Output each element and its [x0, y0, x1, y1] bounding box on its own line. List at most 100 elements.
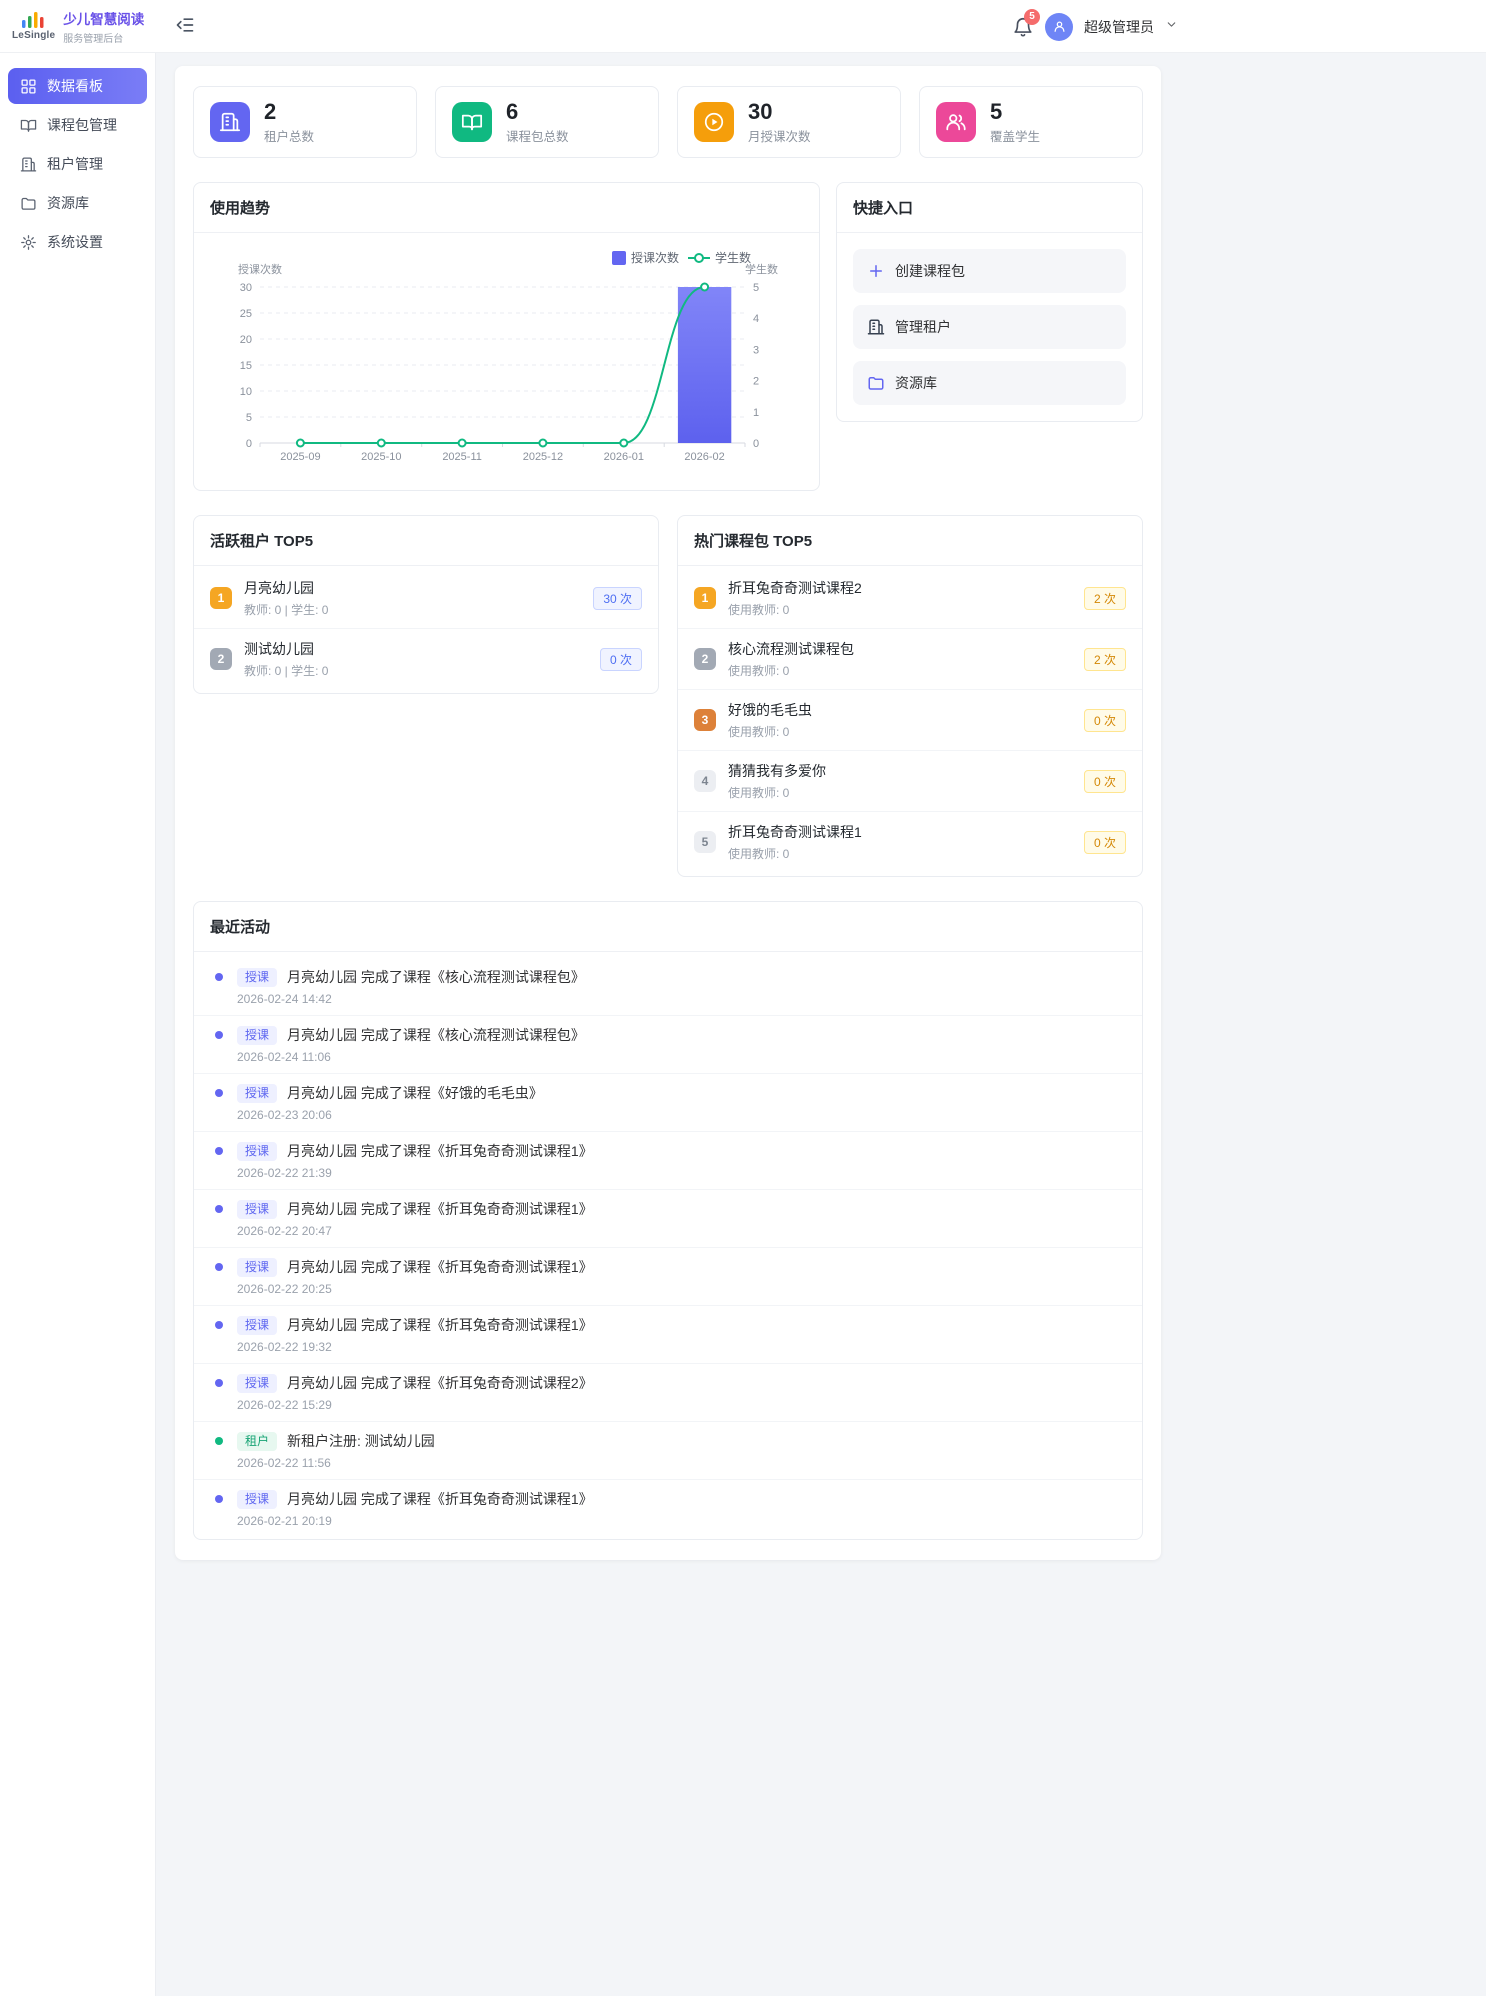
stat-label: 课程包总数: [506, 129, 569, 144]
tenant-item: 1 月亮幼儿园 教师: 0 | 学生: 0 30 次: [194, 568, 658, 629]
plus-icon: [867, 262, 885, 280]
activity-tag: 授课: [237, 967, 278, 987]
notification-bell[interactable]: 5: [1012, 8, 1040, 38]
sidebar-item-dashboard[interactable]: 数据看板: [8, 68, 147, 104]
stat-info: 6 课程包总数: [506, 99, 569, 145]
chevron-down-icon: [1167, 21, 1176, 27]
tenant-info: 测试幼儿园 教师: 0 | 学生: 0: [244, 639, 600, 679]
usage-count-badge: 0 次: [1083, 708, 1126, 732]
activity-dot: [215, 973, 223, 981]
rank-badge: 3: [694, 709, 716, 731]
activity-item: 授课 月亮幼儿园 完成了课程《折耳兔奇奇测试课程1》 2026-02-22 21…: [194, 1132, 1142, 1190]
main-area: 2 租户总数 6 课程包总数 30 月授课次数 5 覆盖学生 使用趋势 0 5 10…: [156, 53, 1486, 1996]
activity-content: 授课 月亮幼儿园 完成了课程《核心流程测试课程包》 2026-02-24 11:…: [237, 1025, 585, 1064]
activity-time: 2026-02-22 11:56: [237, 1456, 331, 1470]
activity-content: 授课 月亮幼儿园 完成了课程《好饿的毛毛虫》 2026-02-23 20:06: [237, 1083, 543, 1122]
activity-tag: 授课: [237, 1489, 278, 1509]
activity-content: 授课 月亮幼儿园 完成了课程《折耳兔奇奇测试课程1》 2026-02-22 21…: [237, 1141, 593, 1180]
activity-time: 2026-02-22 19:32: [237, 1340, 332, 1354]
svg-text:25: 25: [240, 308, 252, 320]
package-info: 核心流程测试课程包 使用教师: 0: [728, 639, 1084, 679]
svg-text:10: 10: [240, 386, 252, 398]
sidebar-item-label: 系统设置: [47, 234, 103, 250]
activity-dot: [215, 1031, 223, 1039]
svg-text:授课次数: 授课次数: [631, 250, 679, 265]
svg-text:2: 2: [753, 376, 759, 388]
svg-text:0: 0: [753, 438, 759, 450]
tenant-name: 月亮幼儿园: [244, 580, 314, 596]
stats-row: 2 租户总数 6 课程包总数 30 月授课次数 5 覆盖学生: [193, 86, 1143, 158]
usage-count-badge: 0 次: [1083, 830, 1126, 854]
activity-text: 月亮幼儿园 完成了课程《核心流程测试课程包》: [287, 1027, 585, 1043]
svg-text:5: 5: [753, 282, 759, 294]
package-meta: 使用教师: 0: [728, 603, 790, 617]
quick-entry-panel: 快捷入口 创建课程包 管理租户 资源库: [836, 182, 1143, 422]
recent-activity-panel: 最近活动 授课 月亮幼儿园 完成了课程《核心流程测试课程包》 2026-02-2…: [193, 901, 1143, 1540]
svg-text:30: 30: [240, 282, 252, 294]
rank-badge: 4: [694, 770, 716, 792]
stat-card-tenants: 2 租户总数: [193, 86, 417, 158]
svg-text:15: 15: [240, 360, 252, 372]
activity-line: 租户 新租户注册: 测试幼儿园: [237, 1431, 435, 1451]
activity-tag: 授课: [237, 1199, 278, 1219]
activity-line: 授课 月亮幼儿园 完成了课程《折耳兔奇奇测试课程1》: [237, 1141, 593, 1161]
activity-tag: 授课: [237, 1141, 278, 1161]
sidebar-collapse-button[interactable]: [175, 15, 197, 37]
stat-card-students: 5 覆盖学生: [919, 86, 1143, 158]
user-menu-toggle[interactable]: [1165, 18, 1178, 36]
active-tenants-list: 1 月亮幼儿园 教师: 0 | 学生: 0 30 次 2 测试幼儿园 教师: 0…: [194, 566, 658, 693]
svg-text:2025-12: 2025-12: [523, 451, 563, 463]
quick-entry-manage-tenants[interactable]: 管理租户: [853, 305, 1126, 349]
sidebar-menu: 数据看板 课程包管理 租户管理 资源库 系统设置: [0, 68, 155, 260]
building-icon: [20, 156, 37, 173]
package-name: 折耳兔奇奇测试课程2: [728, 580, 862, 596]
sidebar-item-settings[interactable]: 系统设置: [8, 224, 147, 260]
avatar[interactable]: [1045, 12, 1073, 41]
package-name: 折耳兔奇奇测试课程1: [728, 824, 862, 840]
sidebar-item-tenants[interactable]: 租户管理: [8, 146, 147, 182]
activity-dot: [215, 1263, 223, 1271]
svg-text:2025-11: 2025-11: [442, 451, 482, 463]
activity-text: 新租户注册: 测试幼儿园: [287, 1433, 435, 1449]
stat-card-monthly-lessons: 30 月授课次数: [677, 86, 901, 158]
line-marker: [538, 438, 548, 448]
activity-item: 授课 月亮幼儿园 完成了课程《折耳兔奇奇测试课程1》 2026-02-21 20…: [194, 1480, 1142, 1537]
tenant-name: 测试幼儿园: [244, 641, 314, 657]
activity-text: 月亮幼儿园 完成了课程《折耳兔奇奇测试课程1》: [287, 1201, 593, 1217]
activity-tag: 授课: [237, 1315, 278, 1335]
rank-badge: 1: [694, 587, 716, 609]
sidebar-item-resources[interactable]: 资源库: [8, 185, 147, 221]
activity-item: 授课 月亮幼儿园 完成了课程《核心流程测试课程包》 2026-02-24 14:…: [194, 958, 1142, 1016]
package-meta: 使用教师: 0: [728, 847, 790, 861]
activity-tag: 租户: [237, 1431, 278, 1451]
active-tenants-title: 活跃租户 TOP5: [194, 516, 658, 566]
brand: LeSingle 少儿智慧阅读 服务管理后台: [0, 8, 156, 45]
activity-tag: 授课: [237, 1025, 278, 1045]
activity-line: 授课 月亮幼儿园 完成了课程《折耳兔奇奇测试课程1》: [237, 1315, 593, 1335]
chart-legend[interactable]: 授课次数 学生数: [612, 250, 751, 265]
activity-text: 月亮幼儿园 完成了课程《好饿的毛毛虫》: [287, 1085, 543, 1101]
quick-entry-title: 快捷入口: [837, 183, 1142, 233]
logo: LeSingle: [12, 11, 55, 41]
activity-dot: [215, 1437, 223, 1445]
svg-text:4: 4: [753, 313, 759, 325]
folder-icon: [867, 374, 885, 392]
sidebar-item-label: 资源库: [47, 195, 89, 211]
students-line: [300, 286, 705, 444]
activity-content: 授课 月亮幼儿园 完成了课程《折耳兔奇奇测试课程1》 2026-02-22 20…: [237, 1199, 593, 1238]
activity-text: 月亮幼儿园 完成了课程《折耳兔奇奇测试课程1》: [287, 1143, 593, 1159]
rankings-row: 活跃租户 TOP5 1 月亮幼儿园 教师: 0 | 学生: 0 30 次 2 测…: [193, 515, 1143, 877]
sidebar-item-course-packages[interactable]: 课程包管理: [8, 107, 147, 143]
activity-dot: [215, 1205, 223, 1213]
dashboard-content: 2 租户总数 6 课程包总数 30 月授课次数 5 覆盖学生 使用趋势 0 5 10…: [175, 66, 1161, 1560]
rank-badge: 5: [694, 831, 716, 853]
activity-line: 授课 月亮幼儿园 完成了课程《折耳兔奇奇测试课程1》: [237, 1199, 593, 1219]
quick-entry-resource-library[interactable]: 资源库: [853, 361, 1126, 405]
line-marker: [457, 438, 467, 448]
hot-packages-list: 1 折耳兔奇奇测试课程2 使用教师: 0 2 次 2 核心流程测试课程包 使用教…: [678, 566, 1142, 876]
activity-text: 月亮幼儿园 完成了课程《折耳兔奇奇测试课程1》: [287, 1317, 593, 1333]
tenant-meta: 教师: 0 | 学生: 0: [244, 603, 329, 617]
quick-entry-create-package[interactable]: 创建课程包: [853, 249, 1126, 293]
sidebar: 数据看板 课程包管理 租户管理 资源库 系统设置: [0, 53, 156, 1996]
